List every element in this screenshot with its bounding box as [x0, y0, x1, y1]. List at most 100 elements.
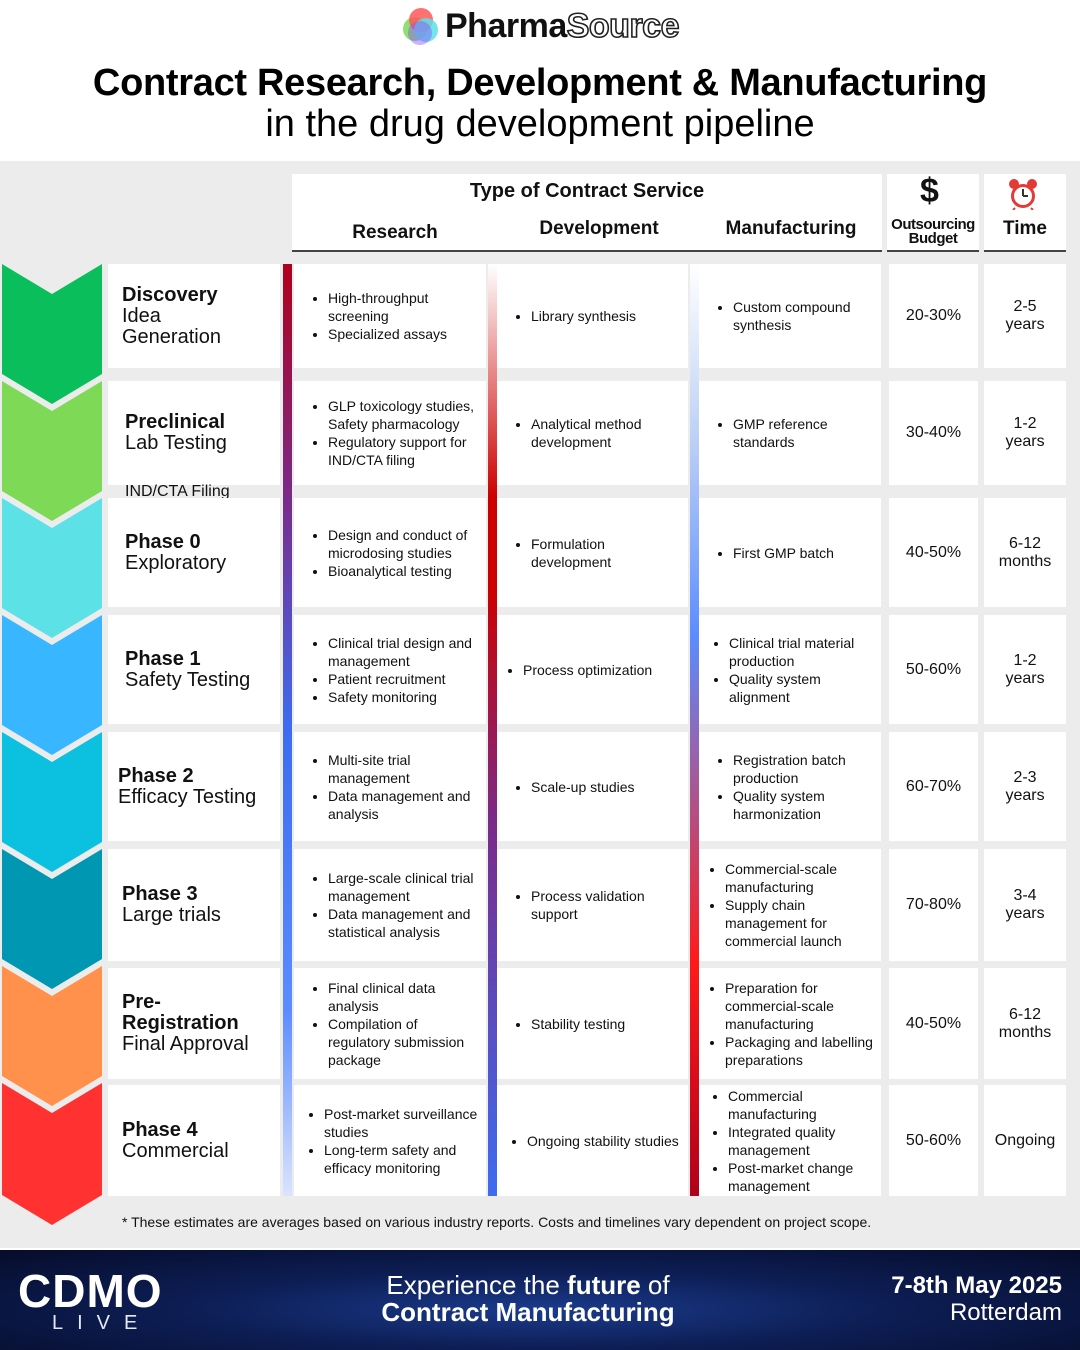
manufacturing-cell: Custom compound synthesis: [699, 264, 881, 368]
chevron-shape: [2, 615, 102, 755]
manufacturing-item: Integrated quality management: [728, 1123, 875, 1159]
stage-name: Preclinical: [125, 411, 226, 433]
tagline-bold: future: [567, 1270, 641, 1300]
stage-label: Pre-Registration Final Approval: [108, 968, 280, 1079]
research-cell: Design and conduct of microdosing studie…: [294, 498, 486, 607]
development-item: Analytical method development: [531, 415, 682, 451]
manufacturing-item: First GMP batch: [733, 544, 834, 562]
time-value: 1-2 years: [984, 615, 1066, 724]
stage-description: Safety Testing: [125, 668, 251, 691]
research-item: Multi-site trial management: [328, 751, 480, 787]
stage-label: Phase 1 Safety Testing: [108, 615, 280, 724]
budget-value: 20-30%: [889, 264, 978, 368]
manufacturing-item: Commercial-scale manufacturing: [725, 860, 875, 896]
budget-value: 30-40%: [889, 381, 978, 485]
research-item: GLP toxicology studies, Safety pharmacol…: [328, 397, 480, 433]
stage-chevron: [2, 498, 102, 638]
header-manufacturing: Manufacturing: [725, 218, 857, 239]
event-date: 7-8th May 2025: [891, 1272, 1062, 1299]
stage-description: Final Approval: [122, 1033, 249, 1055]
manufacturing-cell: Commercial-scale manufacturing Supply ch…: [699, 849, 881, 961]
stage-chevron: [2, 849, 102, 989]
development-item: Stability testing: [531, 1015, 625, 1033]
chevron-shape: [2, 966, 102, 1106]
development-item: Formulation development: [531, 535, 682, 571]
development-item: Scale-up studies: [531, 778, 635, 796]
footnote: * These estimates are averages based on …: [122, 1214, 872, 1230]
stage-description: Idea Generation: [122, 304, 221, 348]
chevron-shape: [2, 381, 102, 521]
research-item: Bioanalytical testing: [328, 562, 480, 580]
manufacturing-item: Custom compound synthesis: [733, 298, 875, 334]
research-item: Data management and statistical analysis: [328, 905, 480, 941]
research-item: Post-market surveillance studies: [324, 1105, 480, 1141]
research-cell: Large-scale clinical trial management Da…: [294, 849, 486, 961]
event-banner[interactable]: CDMO LIVE Experience the future of Contr…: [0, 1250, 1080, 1350]
time-value: 6-12 months: [984, 498, 1066, 607]
stage-name: Phase 0: [125, 530, 201, 553]
stage-label: Preclinical Lab Testing: [108, 381, 280, 485]
stage-description: Lab Testing: [125, 432, 227, 454]
research-cell: Final clinical data analysis Compilation…: [294, 968, 486, 1079]
manufacturing-item: Clinical trial material production: [729, 634, 875, 670]
manufacturing-item: Packaging and labelling preparations: [725, 1033, 879, 1069]
stage-description: Large trials: [122, 904, 221, 926]
manufacturing-item: Preparation for commercial-scale manufac…: [725, 979, 879, 1033]
stage-name: Phase 1: [125, 647, 201, 670]
stage-name: Phase 2: [118, 764, 194, 787]
development-cell: Analytical method development: [497, 381, 688, 485]
budget-value: 50-60%: [889, 1085, 978, 1196]
manufacturing-item: Supply chain management for commercial l…: [725, 896, 875, 950]
manufacturing-item: Commercial manufacturing: [728, 1087, 875, 1123]
research-item: Long-term safety and efficacy monitoring: [324, 1141, 480, 1177]
manufacturing-cell: GMP reference standards: [699, 381, 881, 485]
stage-label: Phase 3 Large trials: [108, 849, 280, 961]
time-value: 1-2 years: [984, 381, 1066, 485]
stage-chevron: [2, 732, 102, 872]
time-value: Ongoing: [984, 1085, 1066, 1196]
stage-description: Exploratory: [125, 551, 227, 574]
banner-tagline: Experience the future of Contract Manufa…: [358, 1272, 698, 1326]
development-item: Ongoing stability studies: [527, 1132, 679, 1150]
research-item: Large-scale clinical trial management: [328, 869, 480, 905]
header-time: Time: [1002, 218, 1047, 239]
research-cell: Post-market surveillance studies Long-te…: [294, 1085, 486, 1196]
manufacturing-item: Post-market change management: [728, 1159, 875, 1195]
stage-label: Phase 0 Exploratory: [108, 498, 280, 607]
budget-value: 60-70%: [889, 732, 978, 841]
table-header: [292, 174, 1066, 252]
stage-description: Commercial: [122, 1139, 229, 1162]
chevron-shape: [2, 1083, 102, 1225]
manufacturing-cell: Preparation for commercial-scale manufac…: [699, 968, 881, 1079]
research-cell: Multi-site trial management Data managem…: [294, 732, 486, 841]
time-value: 3-4 years: [984, 849, 1066, 961]
stage-name: Discovery: [122, 283, 218, 306]
stage-name: Pre-Registration: [122, 991, 239, 1034]
event-city: Rotterdam: [949, 1299, 1062, 1326]
tagline-line2: Contract Manufacturing: [381, 1297, 675, 1327]
development-cell: Process validation support: [497, 849, 688, 961]
stage-chevron: [2, 264, 102, 404]
stage-description: Efficacy Testing: [118, 785, 257, 808]
research-item: High-throughput screening: [328, 289, 480, 325]
research-cell: Clinical trial design and management Pat…: [294, 615, 486, 724]
page-title: Contract Research, Development & Manufac…: [92, 62, 988, 104]
logo-circles-icon: [401, 7, 439, 45]
tagline-part2: of: [640, 1270, 670, 1300]
budget-value: 40-50%: [889, 968, 978, 1079]
development-item: Process validation support: [531, 887, 682, 923]
stage-label: Phase 2 Efficacy Testing: [108, 732, 280, 841]
manufacturing-item: Quality system alignment: [729, 670, 875, 706]
stage-label: Discovery Idea Generation: [108, 264, 280, 368]
development-cell: Formulation development: [497, 498, 688, 607]
stage-label: Phase 4 Commercial: [108, 1085, 280, 1196]
header-separator: [979, 174, 984, 254]
manufacturing-cell: Commercial manufacturing Integrated qual…: [699, 1085, 881, 1196]
manufacturing-cell: Clinical trial material production Quali…: [699, 615, 881, 724]
budget-value: 50-60%: [889, 615, 978, 724]
header-budget: Outsourcing Budget: [886, 217, 980, 246]
pharmasource-logo: PharmaSource: [0, 6, 1080, 46]
time-value: 2-3 years: [984, 732, 1066, 841]
chevron-shape: [2, 732, 102, 872]
development-item: Process optimization: [523, 661, 652, 679]
